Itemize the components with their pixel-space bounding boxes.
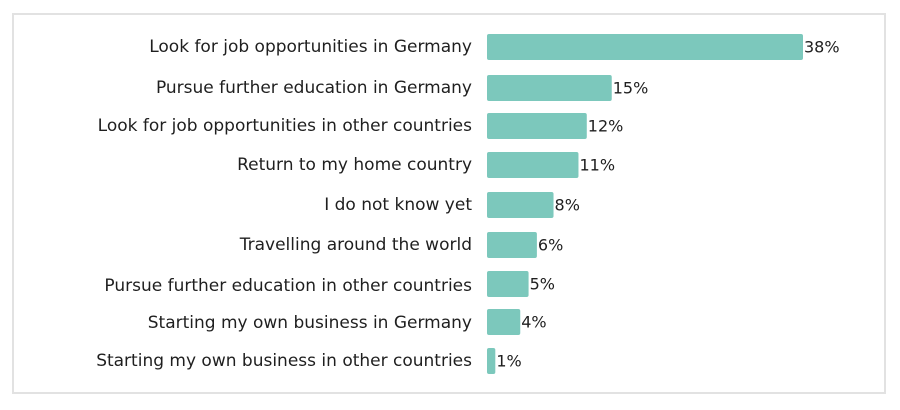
value-label: 6% xyxy=(538,236,563,255)
category-label: Look for job opportunities in other coun… xyxy=(98,116,472,136)
value-label: 5% xyxy=(530,275,555,294)
bar xyxy=(487,348,496,374)
value-label: 1% xyxy=(496,352,521,371)
bar xyxy=(487,232,537,258)
category-labels: Look for job opportunities in Germany Pu… xyxy=(96,37,472,371)
bar xyxy=(487,75,612,101)
bar xyxy=(487,271,529,297)
bar xyxy=(487,113,587,139)
value-label: 38% xyxy=(804,38,840,57)
value-label: 15% xyxy=(613,79,649,98)
value-labels: 38% 15% 12% 11% 8% 6% 5% 4% 1% xyxy=(496,38,839,371)
category-label: Starting my own business in other countr… xyxy=(96,351,472,371)
category-label: Pursue further education in Germany xyxy=(156,78,472,98)
category-label: Starting my own business in Germany xyxy=(148,313,472,333)
bar xyxy=(487,309,521,335)
category-label: Travelling around the world xyxy=(239,235,472,255)
value-label: 11% xyxy=(579,156,615,175)
bar xyxy=(487,152,579,178)
value-label: 8% xyxy=(555,196,580,215)
bar xyxy=(487,34,803,60)
value-label: 4% xyxy=(521,313,546,332)
bar xyxy=(487,192,554,218)
category-label: Look for job opportunities in Germany xyxy=(149,37,472,57)
category-label: Pursue further education in other countr… xyxy=(104,276,472,296)
chart-frame xyxy=(12,13,886,394)
category-label: I do not know yet xyxy=(324,195,472,215)
bars xyxy=(487,34,803,374)
value-label: 12% xyxy=(588,117,624,136)
category-label: Return to my home country xyxy=(237,155,472,175)
